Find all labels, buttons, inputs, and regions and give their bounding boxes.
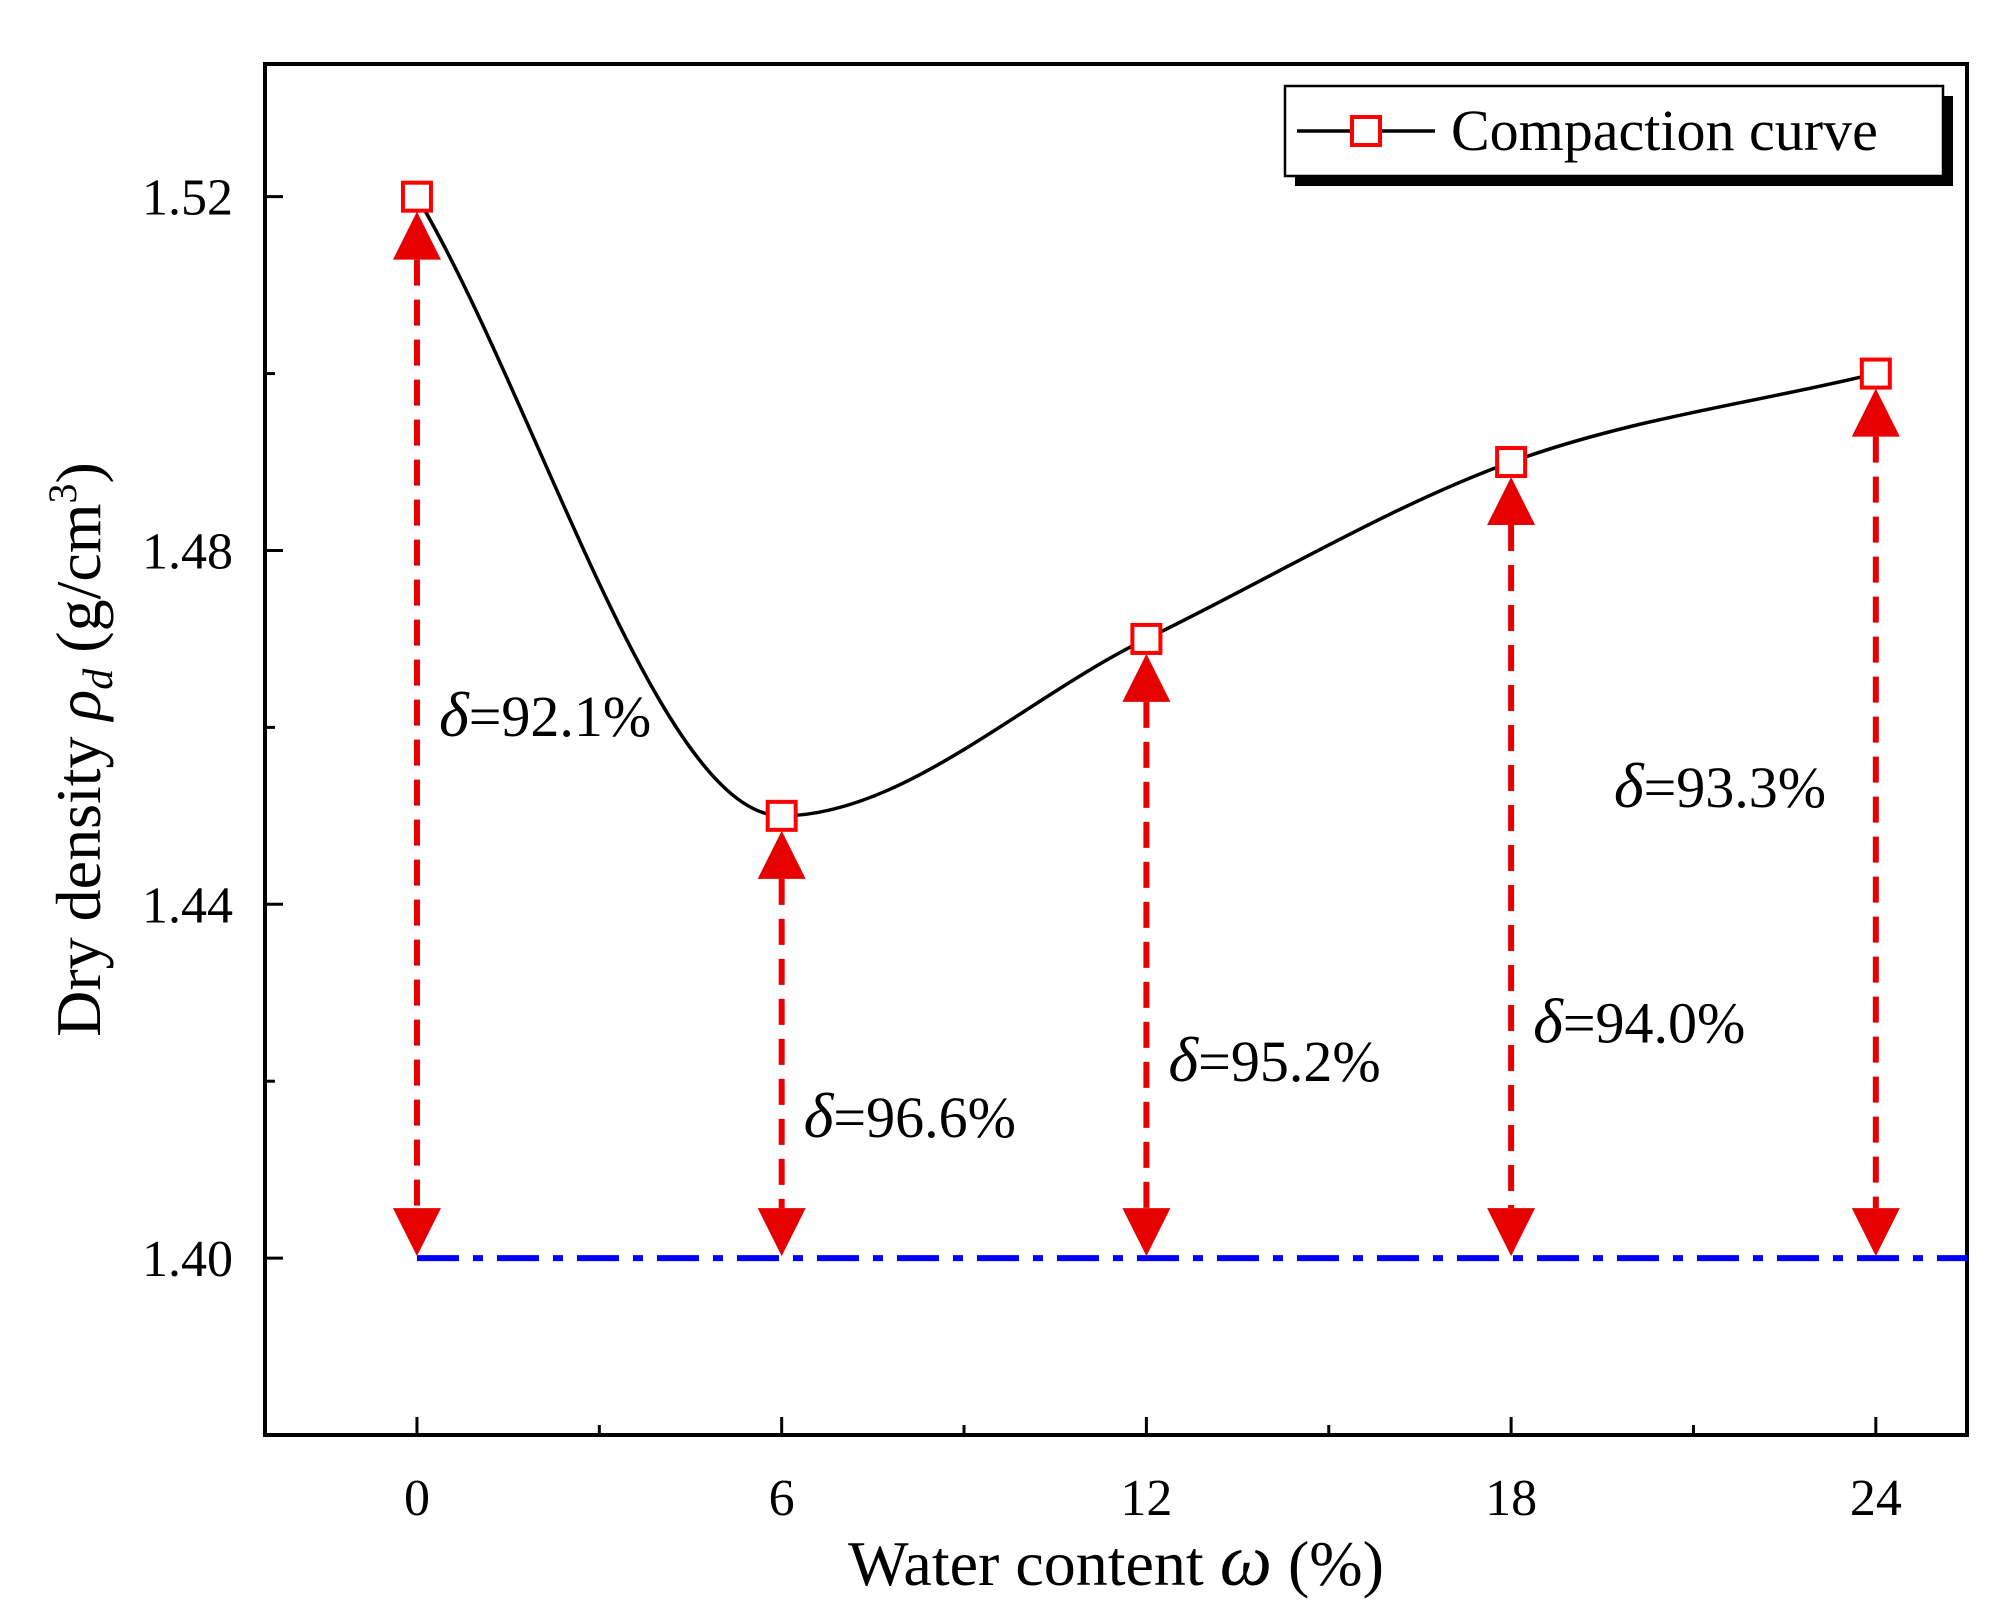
- x-tick-label: 24: [1850, 1470, 1902, 1527]
- compaction-curve-line: [415, 195, 1877, 818]
- arrow-head-down: [757, 1208, 806, 1257]
- data-point-marker: [1495, 446, 1528, 479]
- x-tick-label: 6: [769, 1470, 795, 1527]
- x-tick-label: 18: [1485, 1470, 1537, 1527]
- annotation-label: δ=95.2%: [1168, 1024, 1380, 1095]
- y-tick-label: 1.40: [142, 1231, 233, 1288]
- annotation-label: δ=96.6%: [804, 1080, 1016, 1151]
- data-point-marker: [400, 180, 433, 213]
- arrow-head-up: [757, 830, 806, 879]
- arrow-head-up: [1122, 653, 1171, 702]
- arrow-head-down: [392, 1208, 441, 1257]
- x-tick-label: 0: [404, 1470, 430, 1527]
- arrow-head-up: [1851, 388, 1900, 437]
- y-tick-label: 1.48: [142, 523, 233, 580]
- y-axis-title: Dry density ρd (g/cm3): [40, 462, 122, 1037]
- data-point-marker: [1130, 622, 1163, 655]
- arrow-head-up: [392, 211, 441, 260]
- annotation-label: δ=93.3%: [1614, 750, 1826, 821]
- x-tick-label: 12: [1120, 1470, 1172, 1527]
- arrow-head-up: [1487, 477, 1536, 526]
- legend-marker-sample: [1350, 115, 1382, 147]
- arrow-head-down: [1122, 1208, 1171, 1257]
- x-axis-title: Water content ω (%): [848, 1520, 1384, 1602]
- legend-label: Compaction curve: [1451, 98, 1878, 163]
- annotation-label: δ=92.1%: [439, 679, 651, 750]
- plot-frame: [263, 62, 1969, 1437]
- arrow-head-down: [1851, 1208, 1900, 1257]
- annotation-label: δ=94.0%: [1533, 985, 1745, 1056]
- data-point-marker: [765, 799, 798, 832]
- y-tick-label: 1.52: [142, 170, 233, 227]
- y-tick-label: 1.44: [142, 877, 233, 934]
- data-point-marker: [1859, 357, 1892, 390]
- arrow-head-down: [1487, 1208, 1536, 1257]
- plot-layer: 0 6 12 18 24 1.40 1.44 1.48 1.52 Water content ω …: [40, 62, 1969, 1602]
